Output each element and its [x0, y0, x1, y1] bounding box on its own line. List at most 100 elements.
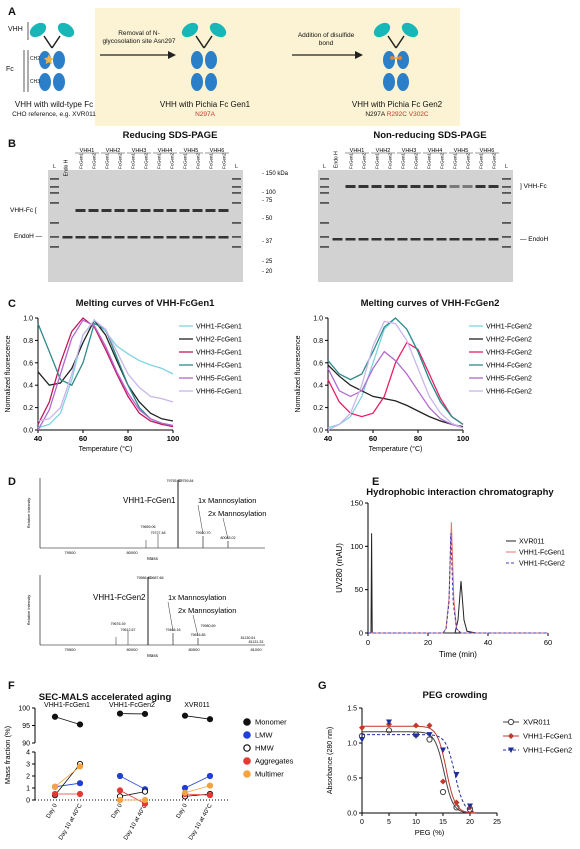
melting-chart-gen2: 0.0 0.2 0.4 0.6 0.8 1.0 40 60 80 100 Normalized fl…: [295, 316, 532, 454]
sec-point: [206, 782, 214, 789]
peg-fit-line: [362, 734, 476, 813]
y-tick-label: 0.0: [347, 811, 357, 818]
ladder-band: [232, 202, 241, 204]
endoh-band: [423, 238, 434, 241]
x-axis-label: Time (min): [439, 650, 477, 659]
vhh-fc-band: [205, 209, 216, 212]
vhh-fc-band: [127, 209, 138, 212]
ms-peak-label: 81130.61: [241, 636, 256, 640]
y-tick-label: 1: [26, 786, 30, 793]
ladder-band: [232, 222, 241, 224]
construct3-sub: N297A R292C V302C: [330, 110, 464, 119]
x-tick-label: Day 0: [111, 802, 124, 819]
sec-point: [141, 710, 149, 718]
vhh-group-label: VHH5: [454, 148, 469, 154]
vhh-fc-band: [101, 209, 112, 212]
legend-label: XVR011: [523, 718, 550, 727]
y-tick-label: 0: [26, 798, 30, 805]
ladder-band: [232, 246, 241, 248]
endoh-band: [127, 236, 138, 239]
ladder-band: [232, 236, 241, 238]
x-tick-label: Day 10 at 40°C: [188, 802, 214, 841]
ms-x-tick: 80000: [126, 647, 138, 652]
y-tick-label: 1.0: [23, 316, 33, 323]
fc-lane-label: FcGen1: [427, 152, 432, 169]
endoh-band: [488, 238, 499, 241]
legend-label: Aggregates: [255, 757, 294, 766]
fc-lane-label: FcGen1: [349, 152, 354, 169]
vhh-group-label: VHH6: [210, 148, 225, 154]
fc-lane-label: FcGen2: [466, 152, 471, 169]
y-tick-label: 0.6: [23, 360, 33, 367]
domain-vhh-label: VHH: [8, 26, 23, 33]
melt-series-line: [37, 319, 174, 431]
construct2-title: VHH with Pichia Fc Gen1: [159, 100, 251, 109]
legend-label: VHH2-FcGen1: [196, 337, 242, 344]
ms-arrow: [192, 614, 199, 637]
lane-label-endoh: Endo H: [334, 151, 340, 168]
x-tick-label: 60: [544, 638, 552, 647]
y-tick-label: 0.4: [313, 383, 323, 390]
vhh-group-label: VHH2: [106, 148, 121, 154]
sec-point: [76, 763, 84, 770]
ms-peak-label: 79612.67: [121, 628, 136, 632]
fc-lane-label: FcGen1: [105, 152, 110, 169]
vhh-fc-band: [423, 185, 434, 188]
construct2-sub: N297A: [195, 111, 215, 118]
melt-series-line: [37, 320, 174, 429]
vhh-group-label: VHH1: [80, 148, 95, 154]
legend-marker: [243, 770, 251, 778]
x-tick-label: 25: [493, 819, 501, 826]
size-marker-label: - 75: [262, 198, 273, 204]
endoh-band: [62, 236, 73, 239]
peg-point: [413, 733, 419, 739]
ms-peak-label: 79727.48: [151, 531, 166, 535]
nonreducing-title: Non-reducing SDS-PAGE: [373, 130, 487, 141]
endoh-band: [205, 236, 216, 239]
group-label: VHH1-FcGen1: [44, 702, 90, 709]
sec-link: [54, 763, 81, 796]
fc-lane-label: FcGen2: [362, 152, 367, 169]
ms-x-tick: 80500: [188, 647, 200, 652]
ms-peak-label: 79586.41: [137, 576, 152, 580]
y-tick-label: 1.5: [347, 706, 357, 713]
fc-lane-label: FcGen2: [222, 152, 227, 169]
step2-caption: Addition of disulfide bond: [297, 32, 355, 47]
vhh-fc-band: [218, 209, 229, 212]
lane-label-l: L: [53, 164, 56, 170]
ms-peak-label: 79759.84: [179, 479, 194, 483]
size-marker-label: - 20: [262, 269, 273, 275]
legend-marker: [507, 718, 515, 726]
endoh-label-left: EndoH —: [14, 233, 43, 240]
peg-point: [453, 772, 460, 778]
melt-series-line: [327, 350, 464, 429]
ms-1x-label: 1x Mannosylation: [168, 593, 226, 602]
fc-lane-label: FcGen2: [388, 152, 393, 169]
panel-a-highlight: [95, 8, 460, 126]
legend-label: LMW: [255, 731, 273, 740]
ladder-band: [320, 246, 329, 248]
x-tick-label: Day 0: [176, 802, 189, 819]
vhh-fc-band: [436, 185, 447, 188]
step1-caption: Removal of N-glycosolation site Asn297: [102, 30, 176, 45]
endoh-band: [166, 236, 177, 239]
construct3-sub-a: N297A: [365, 111, 385, 118]
domain-ch3-label: CH3: [30, 79, 41, 85]
sec-point: [51, 790, 59, 798]
fc-lane-label: FcGen1: [375, 152, 380, 169]
panel-label-b: B: [8, 138, 16, 150]
endoh-band: [192, 236, 203, 239]
peg-title: PEG crowding: [422, 690, 488, 701]
mass-spectra: Relative Intensity 79500 80000 Mass 79755.32…: [26, 478, 266, 658]
vhh-group-label: VHH5: [184, 148, 199, 154]
domain-fc-label: Fc: [6, 66, 14, 73]
y-tick-label: 1.0: [313, 316, 323, 323]
melt-series-line: [37, 317, 174, 428]
sec-point: [206, 772, 214, 780]
fc-lane-label: FcGen1: [453, 152, 458, 169]
sec-point: [51, 713, 59, 720]
x-axis-label: PEG (%): [415, 828, 445, 837]
legend-label: VHH5-FcGen2: [486, 376, 532, 383]
melt-series-line: [327, 364, 464, 428]
